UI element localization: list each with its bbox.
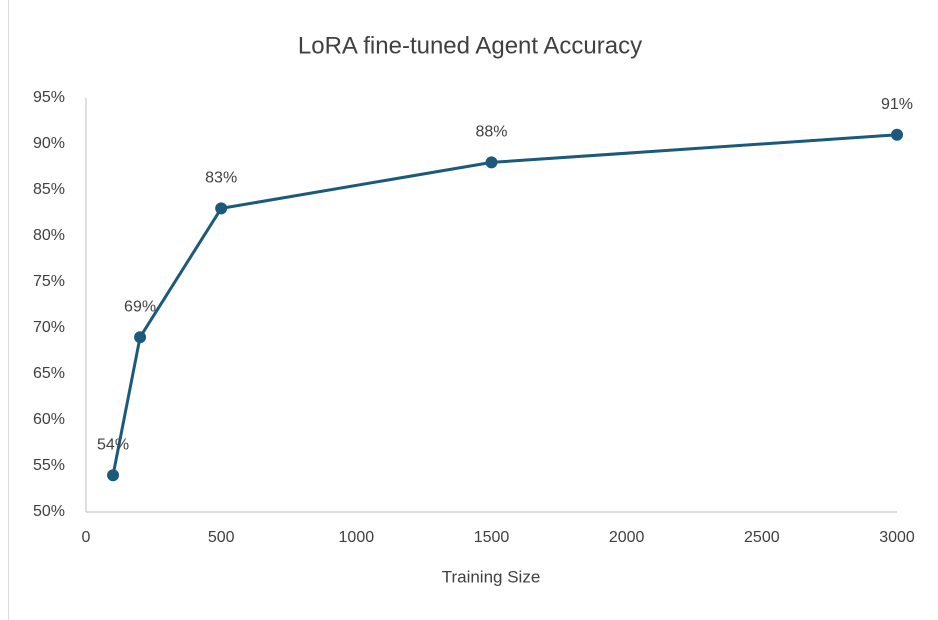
y-tick-label: 75% xyxy=(33,273,65,290)
chart-title: LoRA fine-tuned Agent Accuracy xyxy=(298,32,642,59)
chart-frame xyxy=(8,0,938,620)
x-tick-label: 500 xyxy=(208,529,235,546)
x-tick-label: 0 xyxy=(82,529,91,546)
data-label: 88% xyxy=(475,124,507,141)
data-point xyxy=(107,469,120,482)
data-point xyxy=(485,156,498,169)
y-tick-label: 85% xyxy=(33,181,65,198)
data-point xyxy=(134,331,147,344)
x-tick-label: 3000 xyxy=(879,529,915,546)
data-label: 54% xyxy=(97,436,129,453)
y-tick-label: 95% xyxy=(33,89,65,106)
x-axis-title: Training Size xyxy=(442,567,541,586)
y-tick-label: 65% xyxy=(33,365,65,382)
x-tick-label: 1000 xyxy=(339,529,375,546)
x-tick-label: 1500 xyxy=(474,529,510,546)
y-tick-label: 60% xyxy=(33,411,65,428)
y-tick-label: 90% xyxy=(33,135,65,152)
y-tick-label: 70% xyxy=(33,319,65,336)
y-tick-label: 80% xyxy=(33,227,65,244)
data-point xyxy=(215,202,228,215)
x-tick-label: 2500 xyxy=(744,529,780,546)
y-tick-label: 55% xyxy=(33,457,65,474)
data-label: 69% xyxy=(124,298,156,315)
y-tick-label: 50% xyxy=(33,503,65,520)
data-point xyxy=(891,128,903,141)
x-tick-label: 2000 xyxy=(609,529,645,546)
data-label: 91% xyxy=(881,96,913,113)
data-label: 83% xyxy=(205,170,237,187)
